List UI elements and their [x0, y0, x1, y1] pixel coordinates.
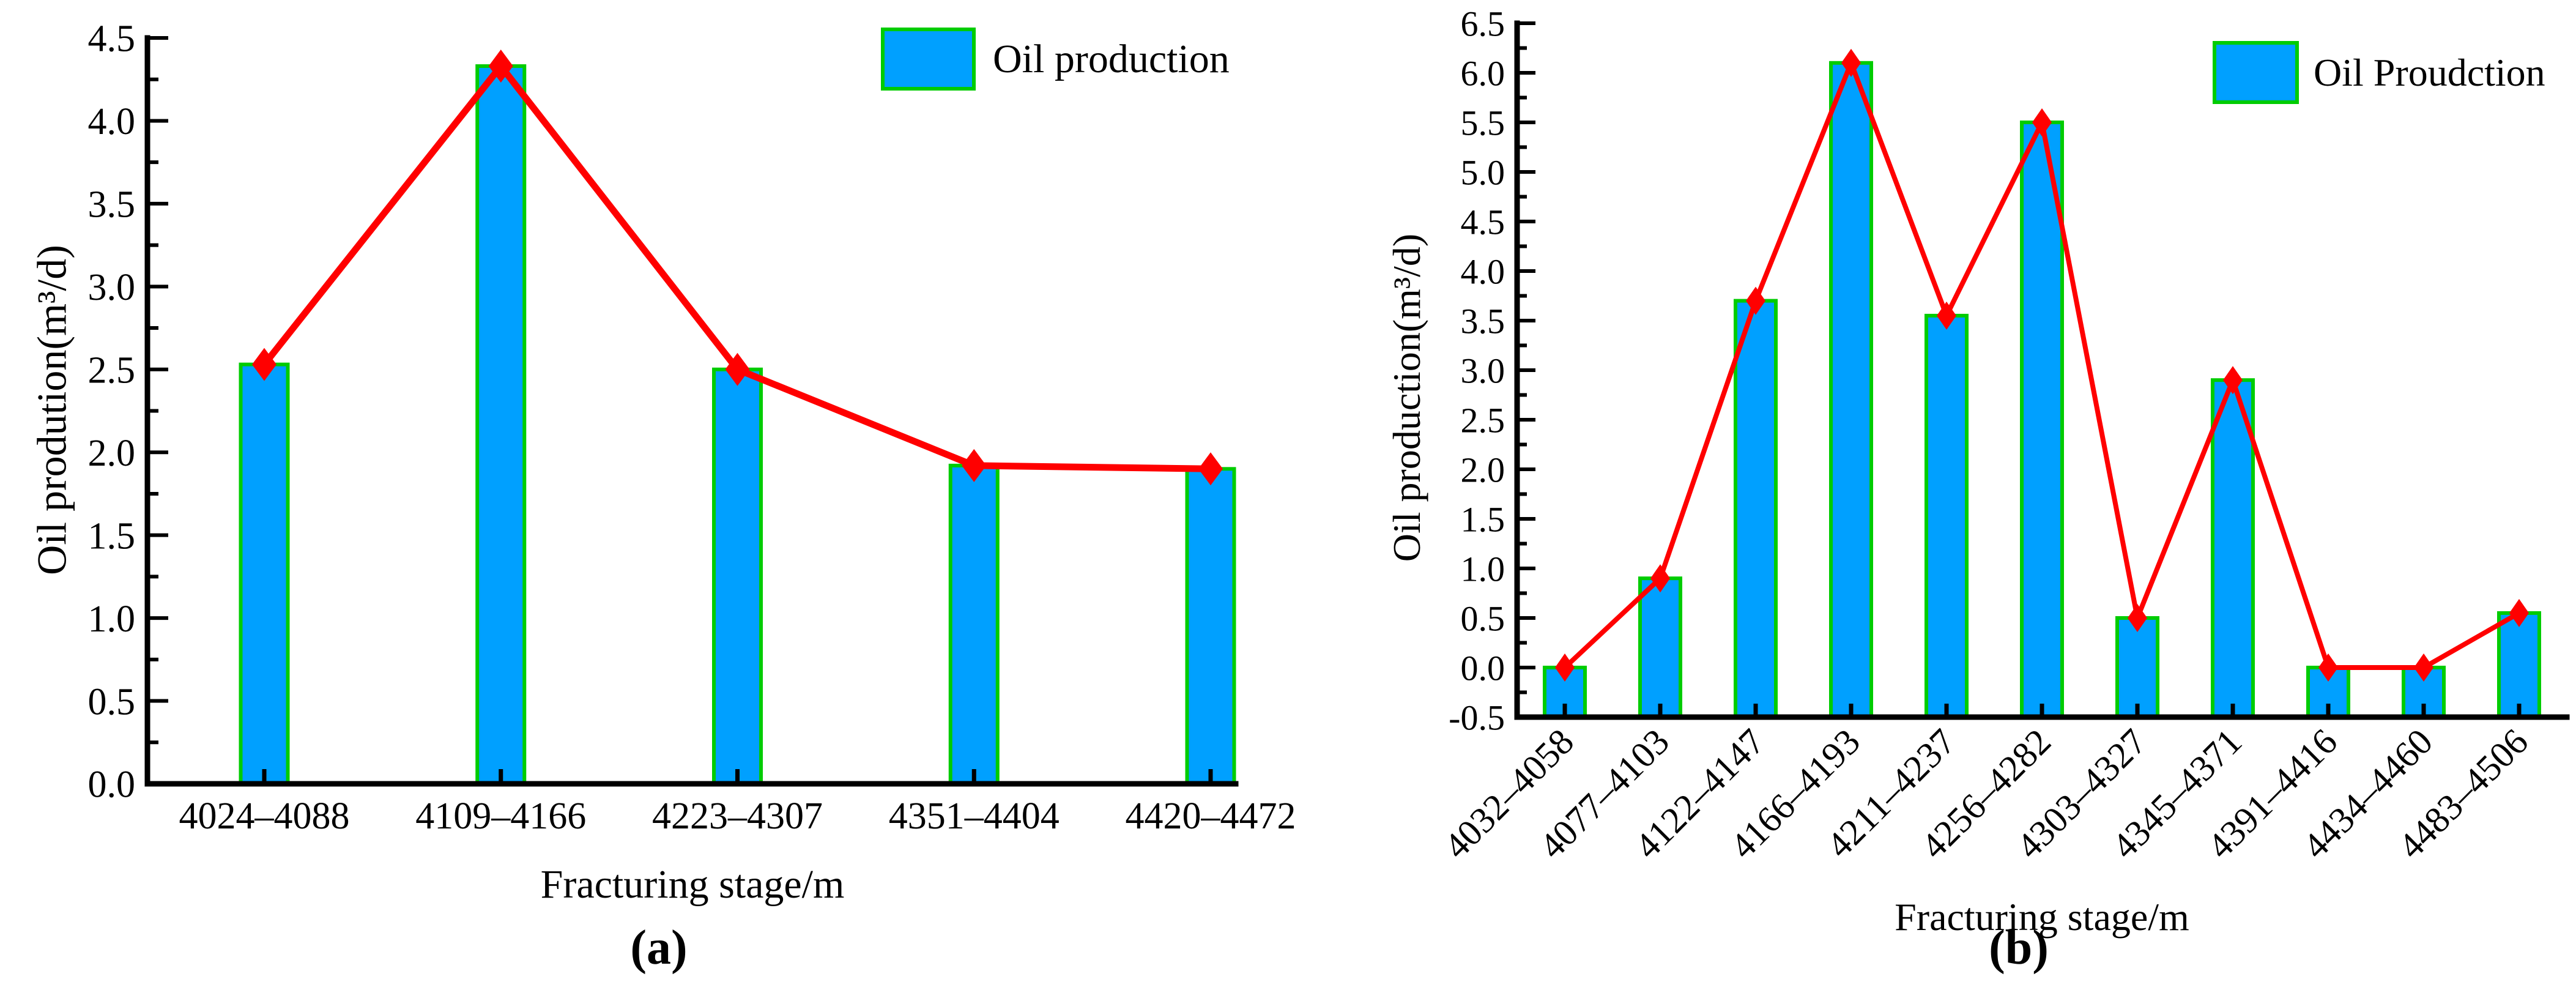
chart-a-y-tick-label: 0.0	[88, 764, 136, 806]
chart-b-y-tick-label: 5.0	[1461, 152, 1505, 192]
chart-a-data-point	[725, 352, 750, 386]
chart-b-bar	[2211, 378, 2255, 719]
chart-a-y-tick-label: 0.5	[88, 681, 136, 723]
chart-b-y-tick-label: 3.0	[1461, 351, 1505, 390]
chart-b-data-point	[2509, 598, 2529, 627]
chart-b-legend-swatch	[2213, 41, 2299, 104]
caption-b: (b)	[1989, 921, 2049, 975]
chart-b-legend-label: Oil Proudction	[2314, 50, 2545, 94]
chart-b-y-tick-label: 1.0	[1461, 549, 1505, 589]
chart-a-y-tick-label: 4.5	[88, 18, 136, 60]
chart-b-y-tick-label: 3.5	[1461, 301, 1505, 341]
chart-a-y-tick-label: 2.0	[88, 433, 136, 474]
chart-a-y-tick-label: 3.5	[88, 184, 136, 226]
chart-a-data-point	[1198, 452, 1223, 486]
chart-b-data-point	[1555, 653, 1575, 682]
chart-b-bar	[1829, 61, 1873, 719]
chart-b-data-point	[2414, 653, 2433, 682]
chart-a-data-point	[252, 348, 277, 381]
chart-a-y-tick-label: 2.5	[88, 349, 136, 391]
chart-b-data-point	[1650, 564, 1670, 593]
chart-b-bar	[2497, 611, 2541, 720]
chart-a-bar	[712, 367, 763, 786]
chart-a-y-tick-label: 4.0	[88, 101, 136, 143]
chart-a-y-tick-label: 3.0	[88, 267, 136, 308]
chart-b-y-tick-label: 4.0	[1461, 251, 1505, 291]
chart-b-y-tick-label: 6.0	[1461, 53, 1505, 93]
chart-b-y-tick-label: 0.0	[1461, 648, 1505, 688]
chart-a-bar	[948, 463, 1000, 786]
chart-b-bar	[1638, 576, 1682, 720]
chart-b-x-axis-title: Fracturing stage/m	[1895, 895, 2189, 939]
chart-a-y-tick-label: 1.0	[88, 598, 136, 640]
chart-a-axis-spine	[144, 35, 1239, 787]
chart-a-legend: Oil production	[881, 28, 1230, 91]
chart-b-y-tick-label: 0.5	[1461, 598, 1505, 638]
chart-b-data-point	[2032, 108, 2052, 136]
chart-b-bar	[2115, 616, 2159, 719]
chart-a-x-tick-label: 4024–4088	[179, 795, 350, 837]
chart-b-data-point	[1746, 286, 1765, 315]
chart-a-x-tick-label: 4109–4166	[415, 795, 586, 837]
chart-a-bar	[1185, 467, 1236, 786]
chart-a-bar	[475, 64, 527, 786]
chart-b-y-tick-label: 2.5	[1461, 400, 1505, 440]
chart-b-y-tick-label: 5.5	[1461, 103, 1505, 143]
chart-b-data-point	[2318, 653, 2338, 682]
chart-b-data-point	[2223, 366, 2243, 395]
chart-b-y-axis-title: Oil production(m³/d)	[1385, 233, 1428, 562]
chart-b-bar	[1925, 313, 1969, 719]
caption-a: (a)	[630, 921, 688, 975]
chart-a-x-tick-label: 4420–4472	[1126, 795, 1296, 837]
chart-a-legend-label: Oil production	[993, 36, 1230, 81]
chart-b-y-tick-label: -0.5	[1449, 698, 1505, 737]
chart-a-x-tick-label: 4223–4307	[652, 795, 823, 837]
chart-a-y-tick-label: 1.5	[88, 515, 136, 557]
chart-a-y-axis-title: Oil prodution(m³/d)	[28, 245, 75, 575]
chart-b-legend: Oil Proudction	[2213, 41, 2545, 104]
chart-b-data-point	[1937, 301, 1956, 330]
chart-a-data-point	[488, 50, 513, 83]
chart-b-data-point	[1841, 48, 1861, 77]
chart-b-bar	[2020, 121, 2064, 719]
chart-b-y-tick-label: 1.5	[1461, 499, 1505, 539]
chart-b-y-tick-label: 4.5	[1461, 202, 1505, 242]
chart-a-data-point	[962, 448, 987, 482]
chart-a-legend-swatch	[881, 28, 976, 91]
chart-a-bar	[239, 362, 290, 786]
chart-b-y-tick-label: 2.0	[1461, 450, 1505, 489]
chart-a-x-tick-label: 4351–4404	[889, 795, 1060, 837]
chart-b-y-tick-label: 6.5	[1461, 4, 1505, 43]
chart-a-x-axis-title: Fracturing stage/m	[540, 862, 845, 907]
chart-b-bar	[1734, 299, 1778, 720]
chart-b-data-point	[2128, 604, 2147, 632]
